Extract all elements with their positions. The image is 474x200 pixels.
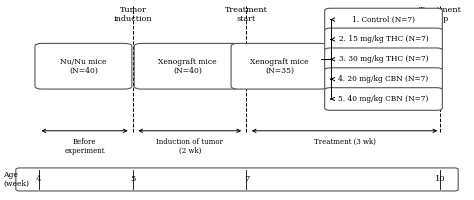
Text: 5. 40 mg/kg CBN (N=7): 5. 40 mg/kg CBN (N=7) xyxy=(338,95,428,103)
FancyBboxPatch shape xyxy=(325,88,442,110)
Text: 2. 15 mg/kg THC (N=7): 2. 15 mg/kg THC (N=7) xyxy=(338,35,428,43)
FancyBboxPatch shape xyxy=(325,8,442,31)
Text: 4: 4 xyxy=(36,175,41,183)
Text: 5: 5 xyxy=(130,175,136,183)
FancyBboxPatch shape xyxy=(325,48,442,71)
Text: Induction of tumor
(2 wk): Induction of tumor (2 wk) xyxy=(156,138,223,155)
Text: Age
(week): Age (week) xyxy=(3,171,29,188)
FancyBboxPatch shape xyxy=(231,43,328,89)
Text: Tumor
induction: Tumor induction xyxy=(114,6,152,23)
FancyBboxPatch shape xyxy=(325,68,442,90)
Text: Before
experiment: Before experiment xyxy=(64,138,105,155)
Text: Treatment (3 wk): Treatment (3 wk) xyxy=(314,138,376,146)
FancyBboxPatch shape xyxy=(325,28,442,51)
Text: 3. 30 mg/kg THC (N=7): 3. 30 mg/kg THC (N=7) xyxy=(339,55,428,63)
Text: 7: 7 xyxy=(244,175,249,183)
Text: 4. 20 mg/kg CBN (N=7): 4. 20 mg/kg CBN (N=7) xyxy=(338,75,428,83)
FancyBboxPatch shape xyxy=(35,43,132,89)
Text: Nu/Nu mice
(N=40): Nu/Nu mice (N=40) xyxy=(60,58,107,75)
FancyBboxPatch shape xyxy=(134,43,240,89)
FancyBboxPatch shape xyxy=(16,168,458,191)
Text: Treatment
start: Treatment start xyxy=(225,6,268,23)
Text: 10: 10 xyxy=(435,175,446,183)
Text: Xenograft mice
(N=40): Xenograft mice (N=40) xyxy=(158,58,217,75)
Text: 1. Control (N=7): 1. Control (N=7) xyxy=(352,16,415,24)
Text: Treatment
stop: Treatment stop xyxy=(419,6,462,23)
Text: Xenograft mice
(N=35): Xenograft mice (N=35) xyxy=(250,58,309,75)
